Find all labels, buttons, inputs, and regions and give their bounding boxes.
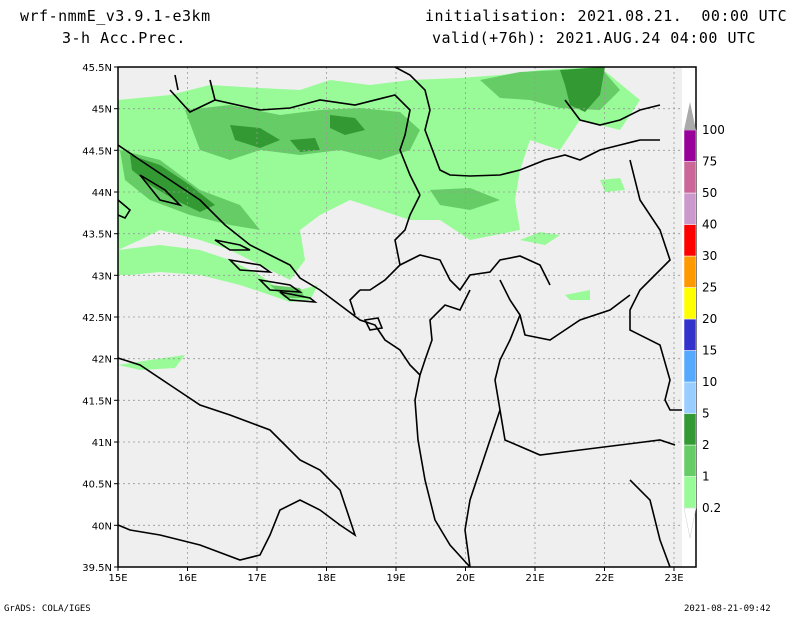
lat-label: 40N — [92, 521, 112, 532]
legend-swatch — [683, 129, 697, 162]
graticule — [118, 67, 682, 567]
lat-label: 45N — [92, 105, 112, 116]
lat-label: 42N — [92, 355, 112, 366]
legend-swatch — [683, 161, 697, 194]
model-title: wrf-nmmE_v3.9.1-e3km — [20, 7, 211, 25]
legend-level-label: 100 — [702, 123, 725, 137]
legend-swatch — [683, 444, 697, 477]
lat-label: 43.5N — [82, 230, 112, 241]
legend-swatch — [683, 318, 697, 351]
legend-swatch — [683, 476, 697, 509]
lon-label: 16E — [178, 573, 197, 584]
lon-label: 15E — [108, 573, 127, 584]
legend-level-label: 25 — [702, 281, 717, 295]
lon-label: 19E — [386, 573, 405, 584]
legend-level-label: 75 — [702, 155, 717, 169]
render-timestamp: 2021-08-21-09:42 — [684, 604, 771, 614]
legend-level-label: 0.2 — [702, 501, 721, 515]
legend-swatch — [683, 224, 697, 257]
lon-label: 21E — [525, 573, 544, 584]
legend-level-label: 20 — [702, 312, 717, 326]
lon-label: 23E — [664, 573, 683, 584]
legend-level-label: 30 — [702, 249, 717, 263]
legend-swatch — [683, 192, 697, 225]
legend-level-label: 40 — [702, 218, 717, 232]
legend-swatch — [683, 381, 697, 414]
lat-label: 45.5N — [82, 63, 112, 74]
lat-label: 44.5N — [82, 146, 112, 157]
legend-level-label: 5 — [702, 407, 710, 421]
lat-label: 41.5N — [82, 396, 112, 407]
axis-ticks — [114, 66, 675, 571]
legend-level-label: 50 — [702, 186, 717, 200]
legend-swatch — [683, 287, 697, 320]
lat-label: 40.5N — [82, 480, 112, 491]
lat-label: 43N — [92, 271, 112, 282]
precip-2-5 — [130, 67, 605, 212]
lat-label: 44N — [92, 188, 112, 199]
legend-swatch — [683, 350, 697, 383]
legend-level-label: 1 — [702, 470, 710, 484]
lon-label: 20E — [456, 573, 475, 584]
legend-level-label: 10 — [702, 375, 717, 389]
legend-underflow-triangle — [683, 507, 697, 539]
legend-level-label: 15 — [702, 344, 717, 358]
lat-label: 41N — [92, 438, 112, 449]
lat-label: 42.5N — [82, 313, 112, 324]
lon-label: 17E — [247, 573, 266, 584]
initialisation-time: initialisation: 2021.08.21. 00:00 UTC — [425, 7, 788, 25]
legend-swatch — [683, 413, 697, 446]
lon-label: 18E — [317, 573, 336, 584]
valid-time: valid(+76h): 2021.AUG.24 04:00 UTC — [432, 29, 757, 47]
lat-label: 39.5N — [82, 563, 112, 574]
grads-credit: GrADS: COLA/IGES — [4, 604, 91, 614]
legend-swatch — [683, 255, 697, 288]
lon-label: 22E — [595, 573, 614, 584]
coastlines-borders — [118, 67, 682, 567]
legend-overflow-triangle — [684, 102, 696, 130]
legend-level-label: 2 — [702, 438, 710, 452]
field-title: 3-h Acc.Prec. — [62, 29, 186, 47]
